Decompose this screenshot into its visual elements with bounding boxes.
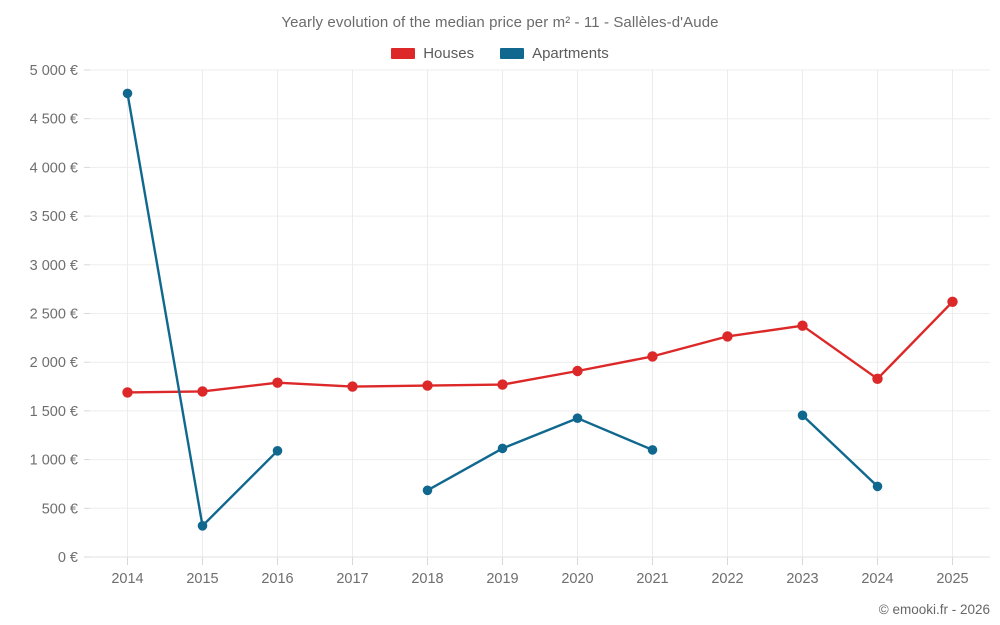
series-line-apartments [801, 414, 879, 488]
y-tick-label: 3 500 € [30, 209, 78, 225]
series-line-houses [126, 300, 954, 394]
chart-legend: Houses Apartments [0, 45, 1000, 62]
x-tick-label: 2021 [636, 571, 668, 587]
x-tick-label: 2014 [111, 571, 143, 587]
x-tick-label: 2017 [336, 571, 368, 587]
legend-swatch-apartments [500, 48, 525, 59]
gridlines [90, 69, 990, 558]
data-point[interactable] [422, 485, 433, 496]
legend-swatch-houses [391, 48, 416, 59]
chart-title: Yearly evolution of the median price per… [281, 14, 719, 31]
y-tick-label: 2 000 € [30, 355, 78, 371]
y-tick-label: 500 € [42, 501, 78, 517]
x-tick-label: 2022 [711, 571, 743, 587]
y-tick-label: 1 000 € [30, 453, 78, 469]
x-tick-label: 2023 [786, 571, 818, 587]
data-point[interactable] [647, 445, 658, 455]
y-tick-label: 4 000 € [30, 160, 78, 176]
legend-item-houses[interactable]: Houses [391, 45, 474, 62]
data-point[interactable] [797, 320, 808, 331]
data-point[interactable] [122, 387, 133, 398]
y-tick-label: 4 500 € [30, 112, 78, 128]
data-point[interactable] [497, 443, 508, 454]
data-point[interactable] [572, 365, 583, 377]
legend-label-apartments: Apartments [532, 45, 609, 62]
data-point[interactable] [197, 521, 208, 531]
data-point[interactable] [947, 296, 958, 307]
data-point[interactable] [122, 88, 133, 99]
legend-label-houses: Houses [423, 45, 475, 62]
data-point[interactable] [422, 380, 433, 391]
x-tick-label: 2015 [186, 571, 218, 587]
x-tick-label: 2020 [561, 571, 593, 587]
x-tick-label: 2016 [261, 571, 293, 587]
y-tick-label: 1 500 € [30, 404, 78, 420]
data-point[interactable] [872, 481, 883, 492]
y-axis-tick-labels: 0 € 500 € 1 000 € 1 500 € 2 000 € 2 500 € 3 00… [30, 63, 78, 566]
data-point[interactable] [347, 381, 358, 392]
y-tick-label: 3 000 € [30, 258, 78, 274]
x-tick-label: 2019 [486, 571, 518, 587]
data-point[interactable] [272, 377, 283, 388]
data-point[interactable] [647, 351, 658, 362]
y-tick-label: 5 000 € [30, 63, 78, 79]
data-point[interactable] [272, 446, 283, 456]
data-series [122, 88, 958, 531]
axes [84, 69, 990, 565]
y-tick-label: 0 € [58, 550, 78, 566]
series-line-apartments [426, 417, 654, 492]
data-point[interactable] [197, 386, 208, 397]
credit-text: © emooki.fr - 2026 [878, 602, 990, 617]
x-tick-label: 2018 [411, 571, 443, 587]
x-tick-label: 2024 [861, 571, 893, 587]
legend-item-apartments[interactable]: Apartments [500, 45, 609, 62]
x-axis-tick-labels: 2014 2015 2016 2017 2018 2019 2020 2021 2022 2023… [111, 571, 968, 587]
data-point[interactable] [797, 410, 808, 421]
y-tick-label: 2 500 € [30, 307, 78, 323]
data-point[interactable] [722, 331, 733, 342]
data-point[interactable] [497, 379, 508, 390]
data-point[interactable] [872, 373, 883, 384]
x-tick-label: 2025 [936, 571, 968, 587]
data-point[interactable] [572, 413, 583, 424]
